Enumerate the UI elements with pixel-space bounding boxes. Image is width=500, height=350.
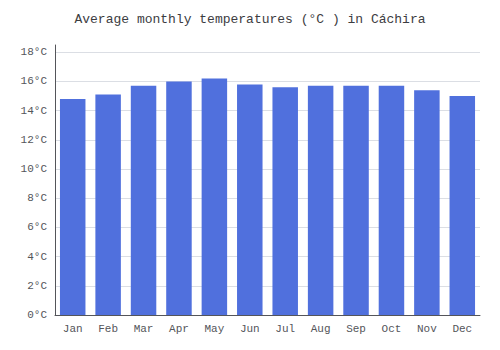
svg-text:Jul: Jul xyxy=(275,323,295,335)
svg-text:Average monthly temperatures (: Average monthly temperatures (°C ) in Cá… xyxy=(74,12,425,27)
svg-text:2°C: 2°C xyxy=(27,280,47,292)
svg-text:8°C: 8°C xyxy=(27,192,47,204)
svg-text:0°C: 0°C xyxy=(27,309,47,321)
svg-text:14°C: 14°C xyxy=(21,105,48,117)
svg-text:Jan: Jan xyxy=(63,323,83,335)
svg-text:Dec: Dec xyxy=(452,323,472,335)
svg-text:18°C: 18°C xyxy=(21,46,48,58)
svg-text:Nov: Nov xyxy=(417,323,437,335)
svg-text:Aug: Aug xyxy=(311,323,331,335)
svg-text:May: May xyxy=(204,323,224,335)
svg-text:10°C: 10°C xyxy=(21,163,48,175)
svg-text:16°C: 16°C xyxy=(21,75,48,87)
svg-text:4°C: 4°C xyxy=(27,251,47,263)
svg-text:6°C: 6°C xyxy=(27,221,47,233)
svg-text:Sep: Sep xyxy=(346,323,366,335)
svg-text:Feb: Feb xyxy=(98,323,118,335)
svg-text:Oct: Oct xyxy=(382,323,402,335)
svg-text:Jun: Jun xyxy=(240,323,260,335)
svg-text:Mar: Mar xyxy=(134,323,154,335)
svg-text:Apr: Apr xyxy=(169,323,189,335)
svg-text:12°C: 12°C xyxy=(21,134,48,146)
